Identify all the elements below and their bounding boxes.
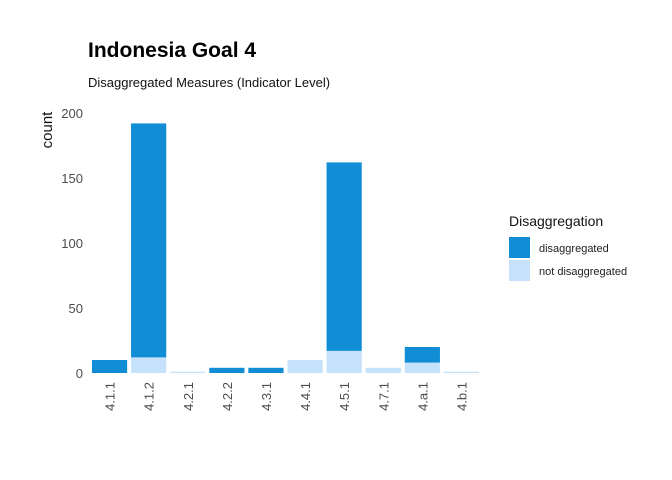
legend-label: disaggregated <box>539 243 609 255</box>
y-tick-label: 150 <box>61 171 83 186</box>
legend-label: not disaggregated <box>539 266 627 278</box>
x-tick-label: 4.7.1 <box>376 382 391 411</box>
bar-not-disaggregated-4-a-1 <box>404 362 440 373</box>
bar-not-disaggregated-4-1-2 <box>131 357 167 373</box>
bar-not-disaggregated-4-b-1 <box>443 371 480 373</box>
chart-title: Indonesia Goal 4 <box>88 39 256 62</box>
bars <box>91 123 480 373</box>
legend-items: disaggregated not disaggregated <box>509 237 627 281</box>
bar-disaggregated-4-3-1 <box>248 367 284 373</box>
bar-disaggregated-4-5-1 <box>326 162 362 351</box>
bar-disaggregated-4-1-2 <box>131 123 167 358</box>
y-tick-label: 0 <box>76 366 83 381</box>
bar-disaggregated-4-2-2 <box>209 367 245 373</box>
bar-disaggregated-4-1-1 <box>91 360 128 373</box>
x-tick-label: 4.1.2 <box>142 382 157 411</box>
legend-swatch <box>509 260 530 281</box>
x-tick-label: 4.2.1 <box>181 382 196 411</box>
y-tick-label: 200 <box>61 106 83 121</box>
x-tick-label: 4.4.1 <box>298 382 313 411</box>
x-tick-label: 4.1.1 <box>103 382 118 411</box>
x-tick-label: 4.2.2 <box>220 382 235 411</box>
y-tick-label: 100 <box>61 236 83 251</box>
chart-subtitle: Disaggregated Measures (Indicator Level) <box>88 75 330 90</box>
bar-not-disaggregated-4-4-1 <box>287 360 323 373</box>
bar-disaggregated-4-a-1 <box>404 347 440 363</box>
legend: Disaggregation disaggregated not disaggre… <box>509 213 627 281</box>
x-tick-label: 4.3.1 <box>259 382 274 411</box>
bar-not-disaggregated-4-7-1 <box>365 367 401 373</box>
bar-not-disaggregated-4-2-1 <box>170 371 206 373</box>
y-axis: 0 50 100 150 200 <box>61 106 83 381</box>
y-axis-title: count <box>39 111 56 149</box>
bar-not-disaggregated-4-5-1 <box>326 350 362 373</box>
x-tick-label: 4.a.1 <box>415 382 430 411</box>
legend-swatch <box>509 237 530 258</box>
x-axis: 4.1.1 4.1.2 4.2.1 4.2.2 4.3.1 4.4.1 4.5.1 4.7.1… <box>103 382 470 411</box>
legend-title: Disaggregation <box>509 213 603 229</box>
x-tick-label: 4.b.1 <box>454 382 469 411</box>
y-tick-label: 50 <box>69 301 83 316</box>
x-tick-label: 4.5.1 <box>337 382 352 411</box>
